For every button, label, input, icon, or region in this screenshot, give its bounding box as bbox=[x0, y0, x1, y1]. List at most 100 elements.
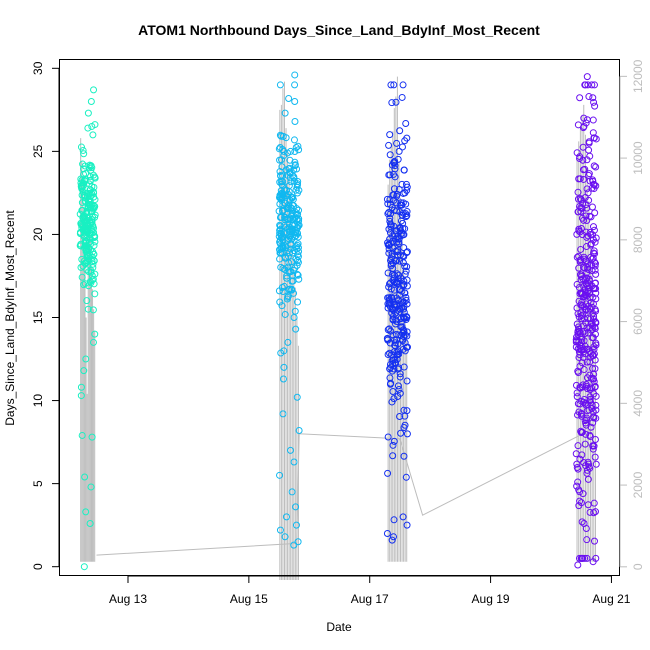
data-point bbox=[589, 231, 597, 239]
data-point bbox=[592, 270, 600, 278]
data-point bbox=[282, 134, 290, 142]
range-bars bbox=[80, 76, 596, 580]
data-point bbox=[590, 98, 598, 106]
y2-tick-label: 0 bbox=[631, 563, 645, 570]
data-point bbox=[580, 122, 588, 130]
data-point bbox=[574, 188, 582, 196]
data-point bbox=[591, 279, 599, 287]
data-point bbox=[87, 204, 95, 212]
data-point bbox=[86, 201, 94, 209]
data-point bbox=[294, 258, 302, 266]
data-point bbox=[582, 300, 590, 308]
data-point bbox=[276, 236, 284, 244]
data-point bbox=[387, 279, 395, 287]
data-point bbox=[292, 143, 300, 151]
data-point bbox=[583, 358, 591, 366]
data-point bbox=[88, 213, 96, 221]
y-tick-label: 5 bbox=[31, 480, 45, 487]
data-point bbox=[278, 244, 286, 252]
data-point bbox=[290, 136, 298, 144]
data-point bbox=[582, 319, 590, 327]
data-point bbox=[291, 158, 299, 166]
data-point bbox=[579, 200, 587, 208]
data-point bbox=[401, 189, 409, 197]
data-point bbox=[285, 182, 293, 190]
data-point bbox=[389, 452, 397, 460]
data-point bbox=[288, 212, 296, 220]
data-point bbox=[276, 471, 284, 479]
data-point bbox=[278, 302, 286, 310]
x-axis-label: Date bbox=[326, 620, 352, 634]
data-point bbox=[390, 516, 398, 524]
data-point bbox=[91, 238, 99, 246]
data-point bbox=[399, 81, 407, 89]
data-point bbox=[77, 392, 85, 400]
data-point bbox=[386, 217, 394, 225]
data-point bbox=[592, 135, 600, 143]
y-tick-label: 25 bbox=[31, 144, 45, 158]
y2-tick-label: 4000 bbox=[631, 390, 645, 417]
data-point bbox=[282, 166, 290, 174]
data-point bbox=[582, 201, 590, 209]
data-point bbox=[580, 366, 588, 374]
data-point bbox=[84, 109, 92, 117]
data-point bbox=[90, 338, 98, 346]
data-point bbox=[78, 199, 86, 207]
data-point bbox=[581, 165, 589, 173]
data-point bbox=[574, 369, 582, 377]
data-point bbox=[79, 222, 87, 230]
data-point bbox=[578, 554, 586, 562]
y2-tick-label: 8000 bbox=[631, 226, 645, 253]
data-point bbox=[76, 242, 84, 250]
data-point bbox=[588, 255, 596, 263]
data-point bbox=[400, 298, 408, 306]
data-point bbox=[402, 213, 410, 221]
data-point bbox=[384, 294, 392, 302]
data-point bbox=[397, 323, 405, 331]
data-point bbox=[583, 217, 591, 225]
data-point bbox=[590, 180, 598, 188]
data-point bbox=[389, 387, 397, 395]
data-point bbox=[391, 162, 399, 170]
data-point bbox=[384, 433, 392, 441]
data-point bbox=[403, 407, 411, 415]
data-point bbox=[591, 266, 599, 274]
connector-line bbox=[96, 428, 593, 556]
data-point bbox=[576, 94, 584, 102]
data-point bbox=[392, 98, 400, 106]
data-point bbox=[403, 208, 411, 216]
data-point bbox=[587, 374, 595, 382]
data-point bbox=[291, 213, 299, 221]
data-point bbox=[80, 281, 88, 289]
data-point bbox=[88, 433, 96, 441]
data-point bbox=[276, 298, 284, 306]
data-point bbox=[288, 488, 296, 496]
x-tick-label: Aug 19 bbox=[472, 592, 510, 606]
data-point bbox=[589, 94, 597, 102]
data-point bbox=[80, 367, 88, 375]
data-point bbox=[584, 279, 592, 287]
data-point bbox=[384, 469, 392, 477]
data-point bbox=[575, 348, 583, 356]
data-point bbox=[403, 430, 411, 438]
data-point bbox=[386, 151, 394, 159]
x-tick-label: Aug 15 bbox=[230, 592, 268, 606]
data-point bbox=[578, 451, 586, 459]
data-point bbox=[584, 263, 592, 271]
data-point bbox=[403, 521, 411, 529]
data-point bbox=[400, 424, 408, 432]
data-point bbox=[279, 410, 287, 418]
data-point bbox=[284, 236, 292, 244]
data-point bbox=[574, 121, 582, 129]
data-point bbox=[576, 155, 584, 163]
data-point bbox=[394, 365, 402, 373]
data-point bbox=[391, 173, 399, 181]
data-point bbox=[575, 175, 583, 183]
data-point bbox=[80, 213, 88, 221]
data-point bbox=[592, 163, 600, 171]
data-point bbox=[80, 257, 88, 265]
data-point bbox=[590, 390, 598, 398]
data-point bbox=[384, 210, 392, 218]
data-point bbox=[282, 223, 290, 231]
